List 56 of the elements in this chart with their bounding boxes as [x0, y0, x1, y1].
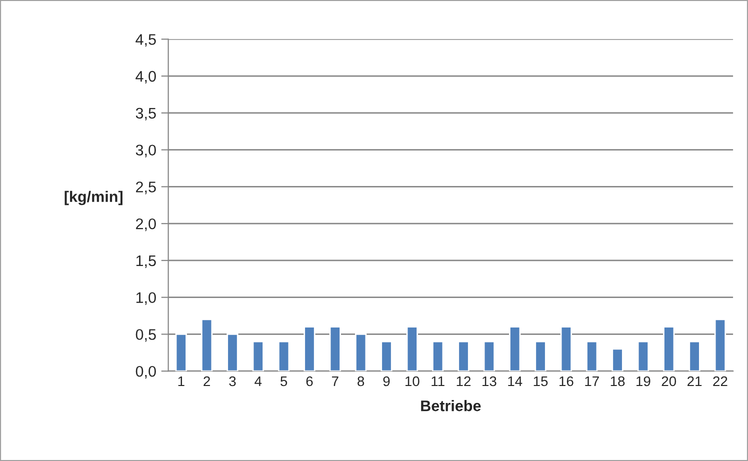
y-tick-label: 1,5 [136, 255, 156, 268]
x-tick-label: 15 [534, 376, 548, 386]
bar [612, 348, 624, 372]
bar [663, 326, 675, 372]
bar [586, 340, 598, 372]
x-tick-label: 11 [432, 376, 444, 386]
x-tick-label: 13 [482, 376, 496, 386]
y-tick-label: 3,5 [136, 108, 156, 120]
y-tick-label: 4,0 [136, 70, 156, 84]
bar [278, 340, 290, 372]
x-tick-label: 22 [713, 376, 728, 386]
x-tick-label: 18 [610, 376, 625, 386]
x-tick-label: 12 [456, 376, 471, 386]
x-tick-label: 1 [178, 376, 184, 386]
bar [534, 340, 546, 372]
bar [560, 326, 572, 372]
bar [252, 340, 264, 372]
x-tick-label: 21 [688, 376, 702, 386]
bar [380, 340, 392, 372]
y-axis-title: [kg/min] [64, 190, 122, 206]
y-tick-label: 0,5 [136, 329, 156, 342]
y-tick-label: 0,0 [136, 366, 156, 379]
bar [432, 340, 444, 372]
bar [688, 340, 700, 372]
bar [509, 326, 521, 372]
bar [458, 340, 470, 372]
y-tick-label: 2,5 [136, 182, 156, 194]
x-axis-title: Betriebe [421, 400, 481, 412]
x-tick-label: 9 [383, 376, 390, 386]
x-tick-label: 8 [358, 376, 364, 386]
x-tick-label: 10 [406, 376, 420, 386]
x-tick-label: 2 [204, 376, 210, 386]
x-tick-label: 5 [280, 376, 288, 386]
bar [483, 340, 496, 372]
bar [175, 334, 187, 372]
bar [714, 318, 726, 372]
x-tick-label: 7 [332, 376, 338, 386]
bar [304, 326, 316, 372]
x-tick-label: 19 [636, 376, 650, 386]
x-tick-label: 14 [508, 376, 522, 386]
x-tick-label: 4 [254, 376, 262, 386]
x-tick-label: 6 [306, 376, 313, 386]
x-tick-label: 3 [229, 376, 236, 386]
bar [329, 326, 341, 372]
x-tick-label: 16 [560, 376, 574, 386]
bar [200, 318, 213, 372]
y-tick-label: 2,0 [136, 218, 156, 232]
x-tick-label: 20 [662, 376, 676, 386]
y-tick-label: 1,0 [136, 292, 156, 305]
bar [226, 334, 238, 372]
x-tick-label: 17 [585, 376, 599, 386]
y-tick-label: 3,0 [136, 144, 156, 158]
y-tick-label: 4,5 [136, 34, 156, 47]
bar [354, 334, 367, 372]
bar [637, 340, 650, 372]
bar [406, 326, 418, 372]
